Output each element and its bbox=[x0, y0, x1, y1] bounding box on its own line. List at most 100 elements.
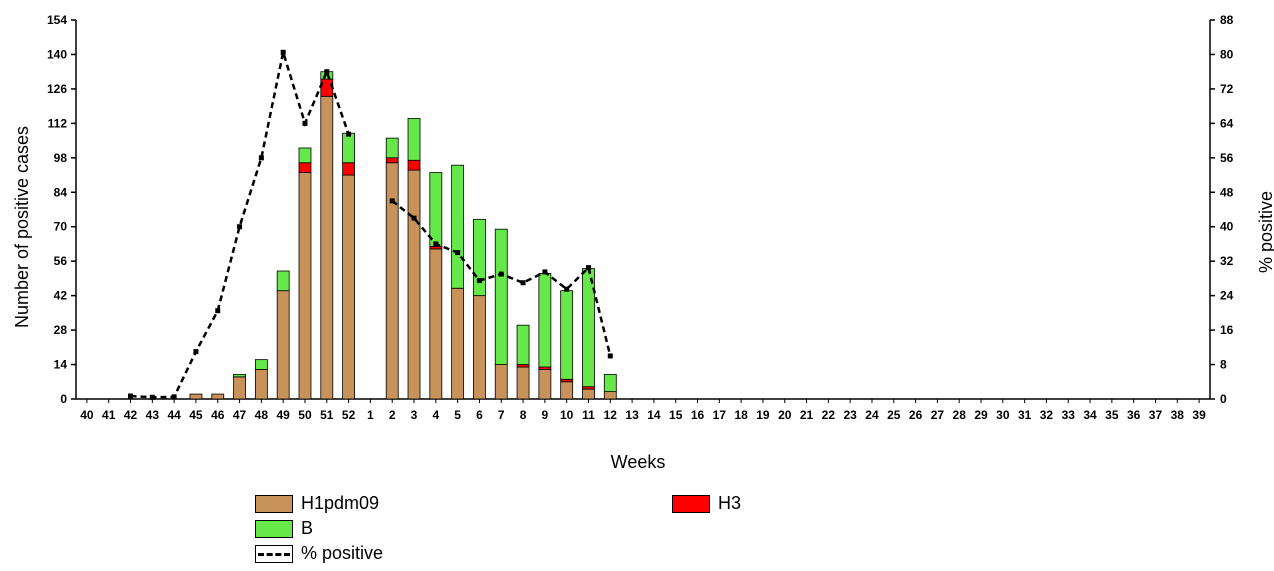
x-tick-label: 22 bbox=[822, 408, 836, 422]
bar-h1pdm09-week-7 bbox=[494, 364, 508, 400]
bar-h1pdm09-week-8 bbox=[516, 366, 530, 400]
legend-swatch-h3 bbox=[672, 494, 710, 513]
bar-h3-week-51 bbox=[320, 78, 334, 97]
percent-positive-point-week-49 bbox=[280, 49, 286, 55]
x-tick-label: 4 bbox=[432, 408, 439, 422]
bar-h3-week-50 bbox=[298, 162, 312, 173]
bar-b-week-47 bbox=[233, 373, 246, 378]
y-axis-title: Number of positive cases bbox=[12, 126, 32, 328]
y2-tick-label: 40 bbox=[1220, 220, 1234, 234]
y-tick-label: 42 bbox=[54, 289, 68, 303]
y-tick-label: 98 bbox=[54, 151, 68, 165]
bar-b-week-2 bbox=[385, 137, 399, 159]
x-tick-label: 51 bbox=[320, 408, 334, 422]
x-tick-label: 19 bbox=[756, 408, 770, 422]
percent-positive-segment bbox=[130, 51, 350, 399]
legend-label-h1pdm09: H1pdm09 bbox=[301, 493, 380, 513]
x-tick-label: 52 bbox=[342, 408, 356, 422]
y-tick-label: 154 bbox=[47, 13, 67, 27]
bar-b-week-8 bbox=[516, 324, 530, 365]
x-tick-label: 48 bbox=[255, 408, 269, 422]
legend-item-b: B bbox=[255, 518, 313, 539]
x-tick-label: 33 bbox=[1062, 408, 1076, 422]
bar-h1pdm09-week-52 bbox=[342, 174, 355, 400]
percent-positive-point-week-47 bbox=[237, 224, 243, 230]
x-tick-label: 45 bbox=[189, 408, 203, 422]
x-tick-label: 20 bbox=[778, 408, 792, 422]
x-tick-label: 7 bbox=[498, 408, 505, 422]
bar-h1pdm09-week-12 bbox=[603, 391, 617, 400]
bar-h1pdm09-week-11 bbox=[582, 388, 595, 400]
x-tick-label: 26 bbox=[909, 408, 923, 422]
y2-tick-label: 56 bbox=[1220, 151, 1234, 165]
x-tick-label: 49 bbox=[276, 408, 290, 422]
bar-b-week-7 bbox=[494, 228, 508, 365]
x-tick-label: 34 bbox=[1083, 408, 1097, 422]
x-tick-label: 1 bbox=[367, 408, 374, 422]
legend-item-h1pdm09: H1pdm09 bbox=[255, 493, 379, 514]
y2-tick-label: 48 bbox=[1220, 185, 1234, 199]
bar-h1pdm09-week-2 bbox=[385, 162, 399, 400]
percent-positive-point-week-3 bbox=[411, 215, 417, 221]
x-tick-label: 23 bbox=[843, 408, 857, 422]
legend-item-h3: H3 bbox=[672, 493, 741, 514]
x-tick-label: 24 bbox=[865, 408, 879, 422]
y-tick-label: 28 bbox=[54, 323, 68, 337]
x-tick-label: 29 bbox=[974, 408, 988, 422]
y-tick-label: 70 bbox=[54, 220, 68, 234]
x-tick-label: 32 bbox=[1040, 408, 1054, 422]
bar-h1pdm09-week-51 bbox=[320, 95, 334, 400]
x-tick-label: 43 bbox=[146, 408, 160, 422]
bar-h1pdm09-week-47 bbox=[233, 376, 246, 400]
y2-tick-label: 16 bbox=[1220, 323, 1234, 337]
legend-swatch-h1pdm09 bbox=[255, 494, 293, 513]
x-tick-label: 9 bbox=[542, 408, 549, 422]
y2-tick-label: 32 bbox=[1220, 254, 1234, 268]
y2-axis-title: % positive bbox=[1256, 191, 1274, 273]
bar-b-week-6 bbox=[473, 218, 486, 297]
x-tick-label: 41 bbox=[102, 408, 116, 422]
x-tick-label: 25 bbox=[887, 408, 901, 422]
x-tick-label: 30 bbox=[996, 408, 1010, 422]
x-tick-label: 35 bbox=[1105, 408, 1119, 422]
percent-positive-point-week-10 bbox=[564, 286, 570, 292]
bars bbox=[189, 71, 617, 400]
percent-positive-point-week-11 bbox=[585, 265, 591, 271]
bar-h1pdm09-week-4 bbox=[429, 248, 443, 400]
x-tick-label: 10 bbox=[560, 408, 574, 422]
bar-b-week-50 bbox=[298, 147, 312, 164]
bar-h1pdm09-week-49 bbox=[276, 290, 290, 400]
y-tick-label: 0 bbox=[60, 392, 67, 406]
x-tick-label: 28 bbox=[953, 408, 967, 422]
bar-h1pdm09-week-9 bbox=[538, 369, 552, 400]
x-tick-label: 15 bbox=[669, 408, 683, 422]
x-axis-title: Weeks bbox=[611, 452, 666, 472]
y-tick-label: 126 bbox=[47, 82, 67, 96]
y2-tick-label: 80 bbox=[1220, 47, 1234, 61]
y-tick-label: 112 bbox=[48, 116, 68, 130]
bar-b-week-10 bbox=[560, 290, 574, 380]
bar-h1pdm09-week-5 bbox=[451, 287, 465, 400]
bar-h3-week-3 bbox=[407, 159, 421, 171]
x-tick-label: 46 bbox=[211, 408, 225, 422]
legend-label-percent-positive: % positive bbox=[301, 543, 384, 563]
bar-h1pdm09-week-3 bbox=[407, 169, 421, 400]
y2-tick-label: 24 bbox=[1220, 289, 1234, 303]
x-tick-label: 21 bbox=[800, 408, 814, 422]
percent-positive-line bbox=[128, 49, 613, 400]
y2-tick-label: 8 bbox=[1220, 358, 1227, 372]
legend-label-h3: H3 bbox=[718, 493, 742, 513]
y-tick-label: 14 bbox=[54, 358, 68, 372]
x-tick-label: 38 bbox=[1171, 408, 1185, 422]
x-tick-label: 42 bbox=[124, 408, 138, 422]
legend-label-b: B bbox=[301, 518, 314, 538]
y2-tick-label: 0 bbox=[1220, 392, 1227, 406]
legend-item-percent-positive: % positive bbox=[255, 543, 383, 564]
bar-b-week-9 bbox=[538, 273, 552, 368]
bar-b-week-5 bbox=[451, 164, 465, 289]
x-tick-label: 2 bbox=[389, 408, 396, 422]
x-tick-label: 11 bbox=[582, 408, 595, 422]
legend-swatch-b bbox=[255, 519, 293, 538]
x-tick-label: 14 bbox=[647, 408, 661, 422]
